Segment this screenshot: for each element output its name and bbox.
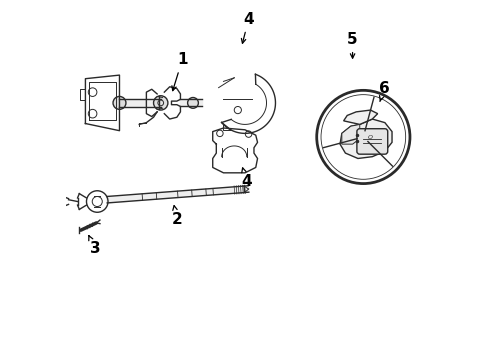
Text: 5: 5 bbox=[347, 32, 358, 58]
FancyBboxPatch shape bbox=[357, 129, 388, 154]
Circle shape bbox=[113, 96, 126, 109]
Text: 4: 4 bbox=[242, 12, 254, 43]
Circle shape bbox=[188, 98, 198, 108]
Circle shape bbox=[153, 96, 168, 110]
Text: Q: Q bbox=[368, 135, 373, 139]
Text: 3: 3 bbox=[89, 235, 100, 256]
Text: 4: 4 bbox=[242, 168, 252, 189]
Polygon shape bbox=[340, 119, 392, 158]
Text: 6: 6 bbox=[379, 81, 390, 102]
Polygon shape bbox=[343, 110, 378, 125]
Text: 2: 2 bbox=[172, 206, 182, 227]
Text: 1: 1 bbox=[172, 52, 188, 91]
Polygon shape bbox=[342, 125, 360, 144]
Polygon shape bbox=[107, 186, 249, 203]
